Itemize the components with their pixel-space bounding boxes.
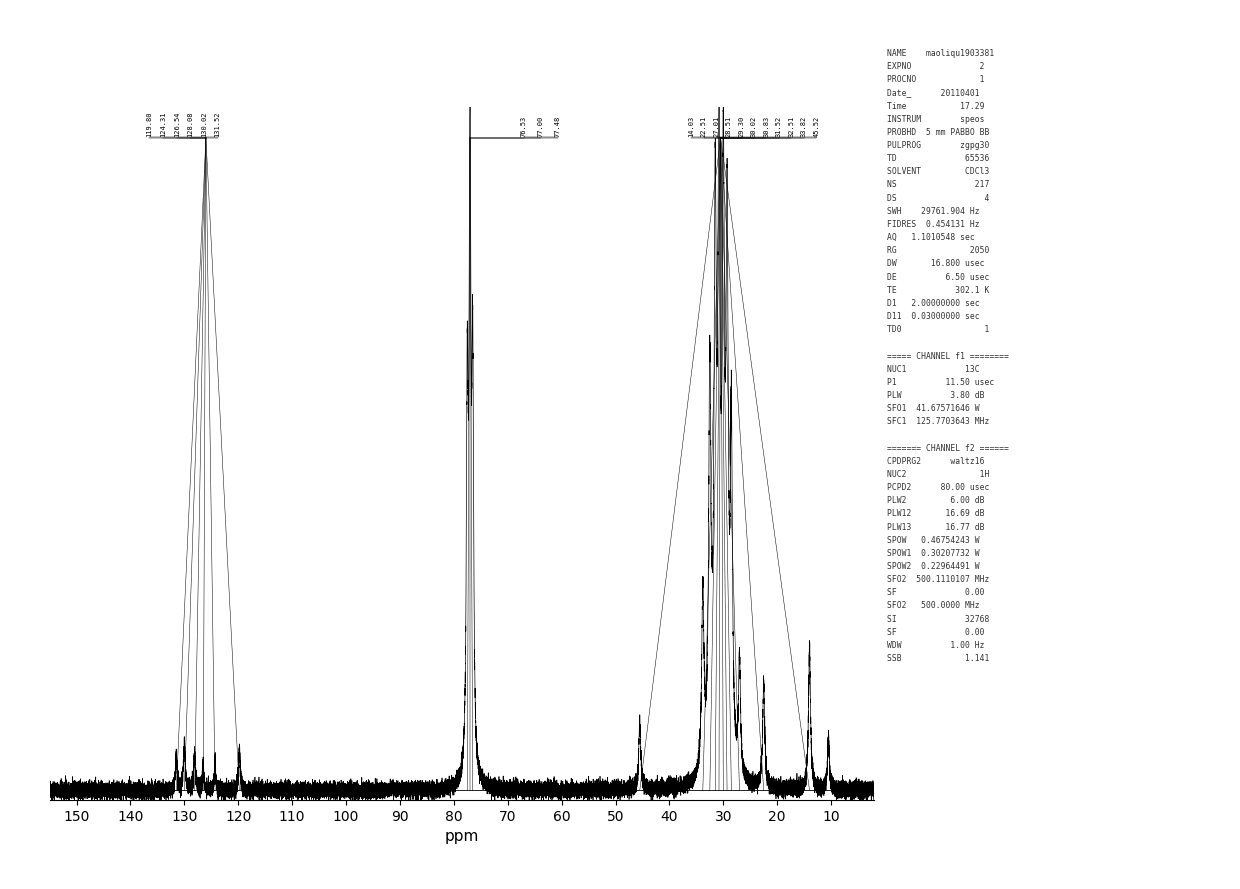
Text: SPOW1  0.30207732 W: SPOW1 0.30207732 W [887,549,980,558]
Text: SFO1  41.67571646 W: SFO1 41.67571646 W [887,404,980,413]
Text: DS                  4: DS 4 [887,194,990,203]
Text: TE            302.1 K: TE 302.1 K [887,285,990,295]
Text: PULPROG        zgpg30: PULPROG zgpg30 [887,141,990,150]
Text: 33.82: 33.82 [801,116,807,137]
Text: SFO2   500.0000 MHz: SFO2 500.0000 MHz [887,602,980,611]
Text: 29.30: 29.30 [738,116,744,137]
Text: WDW          1.00 Hz: WDW 1.00 Hz [887,641,985,650]
Text: D11  0.03000000 sec: D11 0.03000000 sec [887,312,980,321]
Text: PLW12       16.69 dB: PLW12 16.69 dB [887,509,985,518]
Text: FIDRES  0.454131 Hz: FIDRES 0.454131 Hz [887,220,980,229]
Text: SPOW2  0.22964491 W: SPOW2 0.22964491 W [887,562,980,571]
Text: PROBHD  5 mm PABBO BB: PROBHD 5 mm PABBO BB [887,128,990,137]
Text: NUC1            13C: NUC1 13C [887,364,980,373]
Text: 130.02: 130.02 [201,111,207,137]
Text: SFC1  125.7703643 MHz: SFC1 125.7703643 MHz [887,417,990,427]
Text: 77.00: 77.00 [538,116,543,137]
Text: PLW          3.80 dB: PLW 3.80 dB [887,391,985,400]
Text: SF              0.00: SF 0.00 [887,589,985,597]
Text: SF              0.00: SF 0.00 [887,628,985,637]
Text: SPOW   0.46754243 W: SPOW 0.46754243 W [887,536,980,545]
Text: 128.08: 128.08 [187,111,193,137]
Text: 45.52: 45.52 [813,116,820,137]
Text: SOLVENT         CDCl3: SOLVENT CDCl3 [887,167,990,176]
Text: PCPD2      80.00 usec: PCPD2 80.00 usec [887,483,990,493]
Text: 32.51: 32.51 [789,116,795,137]
Text: 126.54: 126.54 [174,111,180,137]
Text: P1          11.50 usec: P1 11.50 usec [887,378,993,387]
Text: 76.53: 76.53 [521,116,527,137]
Text: 124.31: 124.31 [160,111,166,137]
Text: TD0                 1: TD0 1 [887,325,990,334]
Text: SSB             1.141: SSB 1.141 [887,654,990,663]
Text: 14.03: 14.03 [688,116,694,137]
Text: Date_      20110401: Date_ 20110401 [887,88,980,98]
Text: D1   2.00000000 sec: D1 2.00000000 sec [887,299,980,308]
Text: 27.01: 27.01 [713,116,719,137]
Text: PLW13       16.77 dB: PLW13 16.77 dB [887,523,985,532]
Text: EXPNO              2: EXPNO 2 [887,62,985,71]
Text: 119.80: 119.80 [146,111,153,137]
Text: RG               2050: RG 2050 [887,246,990,255]
Text: ======= CHANNEL f2 ======: ======= CHANNEL f2 ====== [887,444,1008,453]
Text: Time           17.29: Time 17.29 [887,101,985,110]
Text: 22.51: 22.51 [701,116,707,137]
Text: NUC2               1H: NUC2 1H [887,470,990,479]
Text: AQ   1.1010548 sec: AQ 1.1010548 sec [887,233,975,242]
Text: TD              65536: TD 65536 [887,154,990,164]
X-axis label: ppm: ppm [445,829,479,845]
Text: SFO2  500.1110107 MHz: SFO2 500.1110107 MHz [887,575,990,584]
Text: ===== CHANNEL f1 ========: ===== CHANNEL f1 ======== [887,351,1008,361]
Text: 28.51: 28.51 [725,116,732,137]
Text: SWH    29761.904 Hz: SWH 29761.904 Hz [887,207,980,216]
Text: CPDPRG2      waltz16: CPDPRG2 waltz16 [887,457,985,466]
Text: INSTRUM        speos: INSTRUM speos [887,115,985,124]
Text: 30.02: 30.02 [751,116,756,137]
Text: PLW2         6.00 dB: PLW2 6.00 dB [887,496,985,505]
Text: PROCNO             1: PROCNO 1 [887,76,985,84]
Text: NS                217: NS 217 [887,180,990,189]
Text: 77.48: 77.48 [554,116,560,137]
Text: NAME    maoliqu1903381: NAME maoliqu1903381 [887,49,993,58]
Text: 30.83: 30.83 [764,116,770,137]
Text: 131.52: 131.52 [215,111,221,137]
Text: DW       16.800 usec: DW 16.800 usec [887,260,985,268]
Text: SI              32768: SI 32768 [887,614,990,624]
Text: DE          6.50 usec: DE 6.50 usec [887,273,990,282]
Text: 31.52: 31.52 [776,116,782,137]
